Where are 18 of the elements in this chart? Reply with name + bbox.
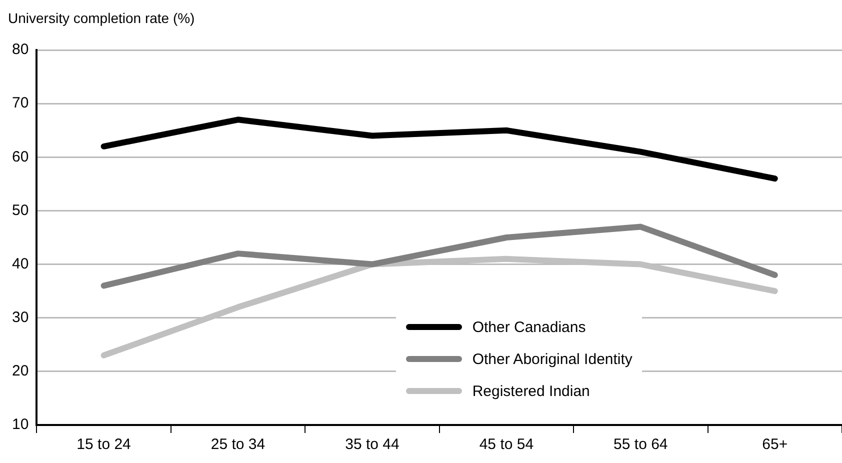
x-tick-label: 15 to 24 xyxy=(76,436,131,454)
y-tick-label: 70 xyxy=(12,94,29,112)
y-tick-label: 50 xyxy=(12,202,29,219)
legend-label: Other Canadians xyxy=(472,318,586,336)
y-tick-label: 30 xyxy=(12,309,29,326)
x-tick-label: 55 to 64 xyxy=(614,436,668,454)
x-tick-label: 45 to 54 xyxy=(479,436,534,454)
y-tick-label: 80 xyxy=(12,41,29,58)
legend-label: Other Aboriginal Identity xyxy=(472,350,632,368)
x-tick-label: 25 to 34 xyxy=(210,436,266,454)
y-tick-label: 10 xyxy=(12,416,29,434)
x-tick-label: 35 to 44 xyxy=(345,436,400,454)
y-tick-label: 20 xyxy=(12,362,29,380)
x-tick-label: 65+ xyxy=(762,436,788,454)
legend-label: Registered Indian xyxy=(472,382,590,400)
y-tick-label: 60 xyxy=(12,148,29,166)
y-tick-label: 40 xyxy=(12,255,29,272)
y-axis-title: University completion rate (%) xyxy=(8,10,195,26)
